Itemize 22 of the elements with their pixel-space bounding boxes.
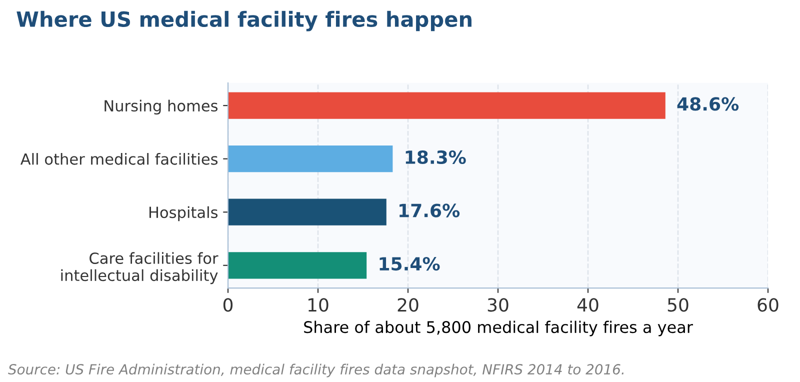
source-note: Source: US Fire Administration, medical facility fires data snapshot, NFIRS 2014 to 2016.: [8, 364, 624, 378]
bar: [228, 252, 367, 279]
y-tick-label: Nursing homes: [104, 100, 218, 115]
y-tick-label: Hospitals: [149, 206, 218, 222]
x-tick-label: 50: [668, 298, 688, 312]
data-label: 18.3%: [406, 150, 466, 164]
data-label: 17.6%: [400, 204, 460, 218]
y-tick-label: All other medical facilities: [20, 153, 218, 165]
x-tick-label: 40: [577, 298, 598, 312]
x-tick-label: 0: [223, 298, 233, 312]
bar: [228, 146, 393, 172]
data-label: 48.6%: [677, 97, 739, 111]
bar: [228, 92, 666, 119]
x-tick-label: 60: [758, 298, 778, 312]
x-tick-label: 30: [488, 298, 508, 312]
x-tick-label: 10: [308, 298, 328, 312]
y-tick-label: Care facilities for intellectual disability: [61, 252, 218, 284]
bar: [228, 198, 386, 226]
x-axis-title: Share of about 5,800 medical facility fires a year: [304, 320, 693, 336]
chart-title: Where US medical facility fires happen: [16, 10, 472, 32]
x-tick-label: 20: [398, 298, 418, 312]
data-label: 15.4%: [380, 256, 440, 271]
